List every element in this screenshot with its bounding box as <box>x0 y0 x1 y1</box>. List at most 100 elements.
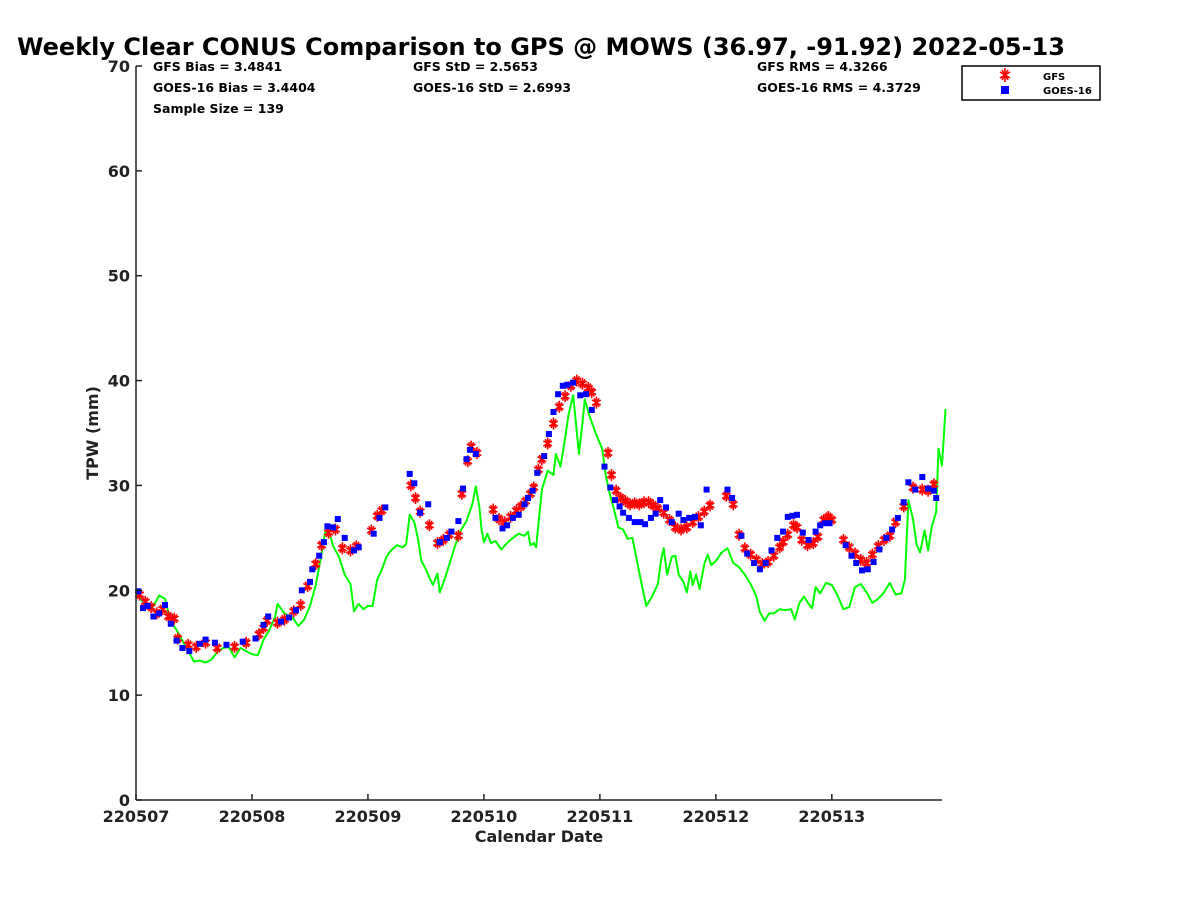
goes-point <box>768 547 775 554</box>
x-tick-label: 220507 <box>103 807 170 826</box>
goes-point <box>564 381 571 388</box>
goes-point <box>541 453 548 460</box>
goes-point <box>448 528 455 535</box>
goes-point <box>140 605 146 612</box>
goes-point <box>334 516 341 522</box>
goes-point <box>550 409 557 415</box>
goes-point <box>703 486 710 493</box>
y-tick-label: 50 <box>108 267 130 286</box>
goes-point <box>762 560 769 566</box>
goes-point <box>680 517 687 523</box>
goes-point <box>744 550 751 557</box>
goes-point <box>756 566 763 573</box>
gfs-point <box>705 499 715 512</box>
legend-goes-label: GOES-16 <box>1043 86 1092 97</box>
goes-point <box>933 495 940 501</box>
goes-point <box>186 648 193 655</box>
goes-point <box>324 523 331 530</box>
gfs-point <box>453 529 464 542</box>
goes-point <box>341 534 348 541</box>
stats-block: GFS Bias = 3.4841 GOES-16 Bias = 3.4404 … <box>153 59 921 116</box>
goes-point <box>642 521 649 528</box>
goes-point <box>686 514 693 521</box>
goes-point <box>697 522 704 529</box>
goes-point <box>637 519 644 526</box>
goes-point <box>612 497 618 504</box>
y-tick-label: 60 <box>108 162 130 181</box>
goes-point <box>316 552 323 559</box>
goes-point <box>223 641 230 648</box>
goes-point <box>883 534 890 541</box>
goes-point <box>859 567 865 574</box>
goes-point <box>202 636 209 643</box>
goes-point <box>521 501 528 508</box>
goes-point <box>499 525 506 532</box>
goes-point <box>729 495 736 501</box>
goes-point <box>293 607 299 614</box>
goes-point <box>789 512 796 519</box>
goes-point <box>794 511 800 518</box>
x-ticks: 220507 220508 220509 220510 220511 220512 2205… <box>103 794 865 826</box>
y-tick-label: 10 <box>108 686 130 705</box>
goes-point <box>570 379 577 386</box>
goes-point <box>821 520 828 527</box>
goes-point <box>900 499 907 506</box>
goes-point <box>425 501 432 508</box>
goes-point <box>298 587 305 594</box>
y-tick-label: 40 <box>108 372 130 391</box>
gfs-point <box>229 640 240 653</box>
goes-point <box>443 534 450 541</box>
sample-size-label: Sample Size = 139 <box>153 101 284 116</box>
goes-point <box>894 514 901 521</box>
goes-point <box>196 640 203 647</box>
goes-point <box>870 559 877 565</box>
goes-point <box>179 645 186 651</box>
goes-point <box>848 552 855 559</box>
gfs-point <box>548 417 559 430</box>
goes-point <box>351 547 357 554</box>
legend-box <box>961 65 1101 101</box>
y-ticks: 0 10 20 30 40 50 60 70 <box>108 57 142 810</box>
x-tick-label: 220511 <box>566 807 633 826</box>
goes-point <box>692 513 698 520</box>
goes-point <box>657 497 664 504</box>
gfs-point <box>699 505 709 518</box>
gfs-point <box>670 521 680 534</box>
goes-point <box>780 528 787 535</box>
goes-point <box>817 522 824 529</box>
goes-point <box>534 469 541 476</box>
goes-point <box>376 514 383 521</box>
goes-point <box>774 534 781 541</box>
x-tick-label: 220508 <box>219 807 286 826</box>
y-tick-label: 70 <box>108 57 130 76</box>
goes-point <box>919 474 926 480</box>
goes-point <box>382 504 389 511</box>
goes-point <box>463 456 470 463</box>
goes-point <box>492 514 499 521</box>
goes-point <box>583 391 589 398</box>
x-tick-label: 220509 <box>335 807 402 826</box>
goes-point <box>460 485 466 492</box>
gfs-bias-label: GFS Bias = 3.4841 <box>153 59 282 74</box>
goes-point <box>620 509 627 516</box>
goes-point <box>601 463 608 470</box>
goes-point <box>652 510 659 517</box>
gfs-point <box>606 468 617 481</box>
legend: GFS GOES-16 <box>961 65 1101 101</box>
y-axis-label: TPW (mm) <box>83 386 102 480</box>
gfs-point <box>603 446 613 459</box>
goes-point <box>842 542 849 549</box>
gfs-point <box>838 533 849 546</box>
goes-point <box>467 446 473 453</box>
goes-point <box>162 602 168 608</box>
goes-point <box>211 639 218 646</box>
goes-point <box>286 614 293 621</box>
gfs-point <box>676 523 686 536</box>
goes-point <box>167 620 174 627</box>
goes-point <box>406 470 413 477</box>
gfs-point <box>169 612 180 625</box>
gfs-point <box>591 396 602 409</box>
goes-point <box>826 520 833 527</box>
goes-point <box>930 487 937 494</box>
goes-point <box>889 526 896 533</box>
